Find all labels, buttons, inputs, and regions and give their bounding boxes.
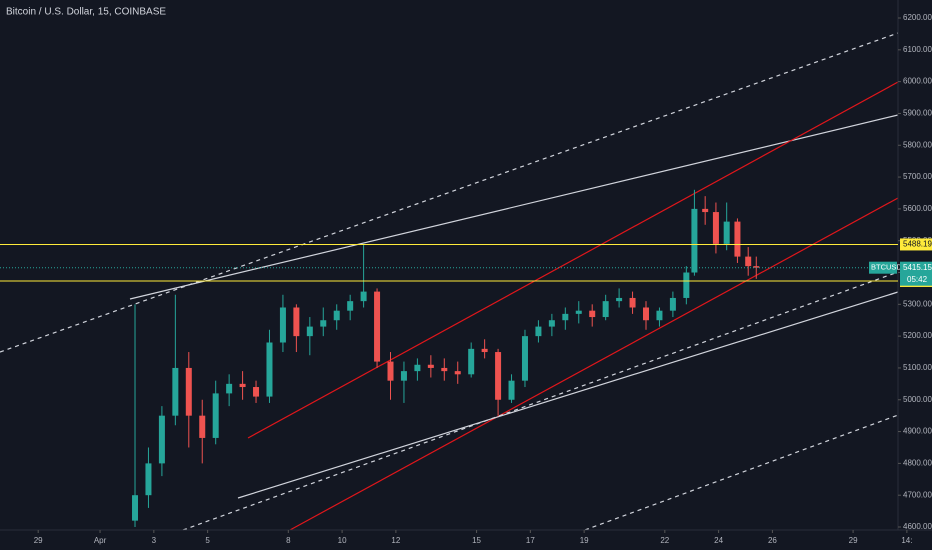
candle-body — [199, 415, 206, 438]
candle-body — [616, 297, 623, 302]
candle-body — [414, 364, 421, 372]
y-tick-label: 5300.00 — [903, 299, 932, 308]
candle-body — [548, 320, 555, 327]
candle-body — [172, 367, 179, 416]
candle-body — [347, 301, 354, 311]
x-tick-label: 3 — [152, 536, 157, 545]
candle-body — [481, 348, 488, 353]
x-tick-label: 8 — [286, 536, 291, 545]
candle-body — [212, 393, 219, 438]
candle-body — [226, 383, 233, 394]
candle-body — [239, 383, 246, 388]
candle-body — [629, 297, 636, 308]
trend-line-dashed — [0, 32, 899, 353]
candle-body — [602, 301, 609, 318]
y-tick-label: 4700.00 — [903, 490, 932, 499]
candle-body — [320, 320, 327, 327]
candle-body — [132, 495, 139, 521]
candle-body — [669, 297, 676, 311]
last-price-label: 5415.15 — [903, 263, 932, 272]
candle-body — [691, 208, 698, 273]
x-tick-label: 24 — [714, 536, 723, 545]
candle-body — [158, 415, 165, 464]
candle-body — [723, 221, 730, 244]
symbol-box — [869, 261, 897, 274]
candle-body — [495, 352, 502, 400]
y-tick-label: 5700.00 — [903, 172, 932, 181]
candle-body — [387, 361, 394, 381]
y-tick-label: 5800.00 — [903, 140, 932, 149]
candle-body — [185, 367, 192, 416]
candle-body — [643, 307, 650, 321]
candle-body — [279, 307, 286, 343]
drawings — [0, 32, 899, 531]
y-tick-label: 4800.00 — [903, 458, 932, 467]
y-tick-label: 5100.00 — [903, 363, 932, 372]
candle-body — [374, 291, 381, 362]
candle-body — [656, 310, 663, 321]
trend-line — [237, 291, 899, 499]
x-tick-label: 10 — [338, 536, 347, 545]
channel-line — [289, 197, 899, 531]
y-tick-label: 5000.00 — [903, 395, 932, 404]
x-tick-label: Apr — [94, 536, 107, 545]
x-tick-label: 29 — [34, 536, 43, 545]
y-tick-label: 4900.00 — [903, 427, 932, 436]
x-tick-label: 14: — [901, 536, 912, 545]
candle-body — [508, 380, 515, 400]
symbol-label: BTCUSD — [871, 263, 902, 272]
x-tick-label: 15 — [472, 536, 481, 545]
candle-body — [683, 272, 690, 298]
price-level-box — [900, 238, 932, 251]
x-tick-label: 26 — [768, 536, 777, 545]
x-tick-label: 17 — [526, 536, 535, 545]
candle-body — [562, 313, 569, 321]
trend-line — [129, 114, 899, 300]
candle-body — [753, 266, 760, 268]
channel-line — [247, 81, 899, 439]
candle-body — [521, 336, 528, 381]
x-tick-label: 22 — [660, 536, 669, 545]
price-level-label: 5488.19 — [903, 240, 932, 249]
y-tick-label: 4600.00 — [903, 522, 932, 531]
x-tick-label: 5 — [205, 536, 210, 545]
candle-body — [145, 463, 152, 496]
candle-body — [427, 364, 434, 368]
candle-body — [400, 371, 407, 381]
countdown-label: 05:42 — [907, 275, 928, 284]
candle-body — [333, 310, 340, 321]
candle-body — [702, 208, 709, 213]
y-tick-label: 5200.00 — [903, 331, 932, 340]
candle-body — [589, 310, 596, 318]
candle-body — [575, 310, 582, 314]
x-tick-label: 12 — [391, 536, 400, 545]
candle-body — [253, 387, 260, 397]
candle-body — [734, 221, 741, 257]
candle-body — [745, 256, 752, 267]
y-tick-label: 6000.00 — [903, 77, 932, 86]
chart-title: Bitcoin / U.S. Dollar, 15, COINBASE — [6, 7, 166, 18]
candle-body — [712, 212, 719, 244]
y-tick-label: 5600.00 — [903, 204, 932, 213]
y-tick-label: 5900.00 — [903, 109, 932, 118]
y-tick-label: 6100.00 — [903, 45, 932, 54]
candle-body — [266, 342, 273, 397]
candle-body — [454, 371, 461, 375]
y-tick-label: 6200.00 — [903, 13, 932, 22]
candle-body — [468, 348, 475, 375]
candle-body — [293, 307, 300, 337]
candle-body — [441, 367, 448, 372]
candle-body — [306, 326, 313, 337]
candle-body — [360, 291, 367, 302]
x-tick-label: 29 — [849, 536, 858, 545]
trend-line-dashed — [182, 271, 899, 531]
candle-body — [535, 326, 542, 337]
last-price-box — [900, 261, 932, 286]
x-tick-label: 19 — [580, 536, 589, 545]
